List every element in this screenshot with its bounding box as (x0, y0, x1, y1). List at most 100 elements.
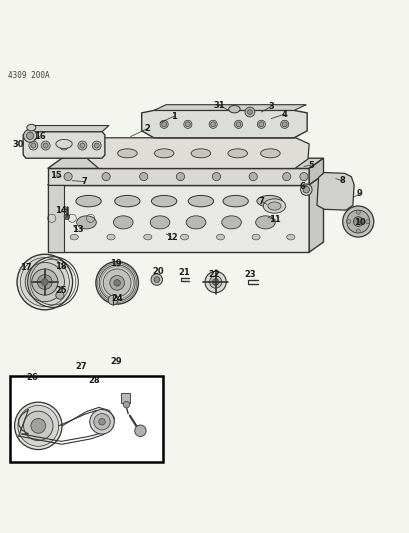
Ellipse shape (252, 234, 260, 240)
Text: 28: 28 (88, 376, 99, 385)
Ellipse shape (107, 234, 115, 240)
Circle shape (212, 279, 218, 285)
Text: 30: 30 (12, 140, 24, 149)
Circle shape (353, 216, 362, 227)
Text: 16: 16 (34, 132, 45, 141)
Circle shape (41, 279, 48, 285)
Ellipse shape (186, 216, 205, 229)
Text: 10: 10 (353, 218, 364, 227)
Circle shape (139, 173, 147, 181)
Text: 4309 200A: 4309 200A (8, 71, 49, 80)
Ellipse shape (115, 196, 140, 207)
Circle shape (281, 122, 286, 127)
Ellipse shape (154, 149, 173, 158)
Ellipse shape (286, 234, 294, 240)
Bar (10, 376, 162, 462)
Circle shape (17, 254, 72, 310)
Circle shape (151, 274, 162, 285)
Ellipse shape (204, 271, 226, 293)
Circle shape (99, 265, 135, 301)
Circle shape (102, 173, 110, 181)
Polygon shape (142, 110, 306, 138)
Circle shape (257, 120, 265, 128)
Ellipse shape (227, 149, 247, 158)
Circle shape (92, 141, 101, 150)
Ellipse shape (188, 196, 213, 207)
Circle shape (258, 122, 263, 127)
Text: 4: 4 (281, 110, 287, 118)
Circle shape (280, 120, 288, 128)
Circle shape (25, 262, 64, 302)
Text: 5: 5 (308, 160, 313, 169)
Circle shape (342, 206, 373, 237)
Circle shape (176, 173, 184, 181)
Text: 23: 23 (243, 270, 255, 279)
Circle shape (247, 110, 252, 115)
Ellipse shape (191, 149, 210, 158)
Text: 12: 12 (165, 232, 177, 241)
Circle shape (99, 418, 105, 425)
Text: 13: 13 (72, 225, 83, 234)
Circle shape (24, 411, 53, 441)
Circle shape (15, 402, 62, 449)
Circle shape (110, 276, 124, 290)
Circle shape (114, 280, 120, 286)
Circle shape (355, 229, 360, 233)
Text: 20: 20 (152, 267, 164, 276)
Ellipse shape (27, 124, 36, 131)
Text: 14: 14 (55, 206, 67, 215)
Circle shape (64, 173, 72, 181)
Polygon shape (308, 158, 323, 185)
Text: 31: 31 (213, 101, 225, 110)
Circle shape (90, 409, 114, 434)
Circle shape (31, 143, 36, 148)
Ellipse shape (151, 196, 176, 207)
Polygon shape (155, 130, 306, 138)
Circle shape (94, 143, 99, 148)
Circle shape (41, 141, 50, 150)
Ellipse shape (209, 276, 221, 288)
Circle shape (20, 257, 69, 306)
Polygon shape (47, 185, 308, 252)
Circle shape (135, 425, 146, 437)
Circle shape (249, 173, 257, 181)
Circle shape (56, 291, 64, 299)
Text: 2: 2 (144, 124, 151, 133)
Circle shape (185, 122, 190, 127)
Text: 18: 18 (55, 262, 67, 271)
Polygon shape (316, 173, 353, 210)
Circle shape (346, 210, 369, 233)
Circle shape (64, 214, 70, 220)
Ellipse shape (70, 234, 78, 240)
Circle shape (59, 141, 68, 150)
Ellipse shape (228, 106, 240, 113)
Circle shape (300, 184, 311, 196)
Ellipse shape (180, 234, 188, 240)
Circle shape (103, 269, 131, 297)
Circle shape (365, 220, 369, 224)
Ellipse shape (117, 149, 137, 158)
Ellipse shape (255, 216, 274, 229)
Polygon shape (47, 175, 323, 185)
Text: 6: 6 (299, 182, 304, 191)
Circle shape (43, 143, 48, 148)
Circle shape (161, 122, 166, 127)
Ellipse shape (260, 149, 279, 158)
Polygon shape (86, 138, 308, 168)
Circle shape (18, 406, 58, 446)
Text: 22: 22 (208, 270, 219, 279)
Polygon shape (308, 175, 323, 252)
Circle shape (96, 262, 138, 304)
Text: 24: 24 (111, 294, 123, 303)
Circle shape (94, 414, 110, 430)
Ellipse shape (144, 234, 151, 240)
Circle shape (282, 173, 290, 181)
Ellipse shape (113, 216, 133, 229)
Circle shape (212, 173, 220, 181)
Circle shape (123, 401, 130, 408)
Text: 11: 11 (269, 215, 281, 224)
Ellipse shape (221, 216, 241, 229)
Circle shape (209, 120, 217, 128)
Circle shape (80, 143, 85, 148)
Circle shape (234, 120, 242, 128)
